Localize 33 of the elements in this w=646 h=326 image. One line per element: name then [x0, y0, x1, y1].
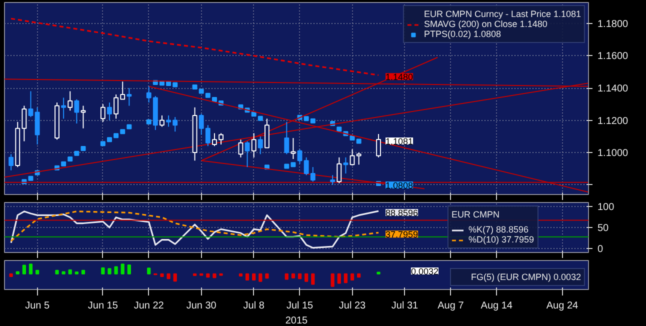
x-tick-label: Jun 15 [88, 300, 118, 312]
x-tick-label: Jul 8 [243, 300, 265, 312]
x-tick-label: Jun 22 [134, 300, 164, 312]
annotation: 0.0032 [410, 266, 439, 276]
legend-label: %D(10) 37.7959 [468, 234, 534, 244]
legend-label: %K(7) 88.8596 [468, 224, 528, 234]
x-tick-label: Aug 24 [546, 300, 579, 312]
text: EUR CMPN Curncy - Last Price 1.1081 [424, 9, 581, 19]
x-tick-label: Jul 15 [286, 300, 314, 312]
x-tick-label: Jun 30 [186, 300, 217, 312]
text: 1.1081 [386, 136, 414, 146]
x-tick-label: Jul 23 [338, 300, 366, 312]
legend-label: PTPS(0.02) 1.0808 [424, 29, 501, 39]
y-tick-label: 0 [598, 244, 604, 256]
x-tick-label: Jun 5 [25, 300, 50, 312]
text: FG(5) (EUR CMPN) 0.0032 [470, 272, 581, 282]
x-axis-title: 2015 [285, 316, 308, 326]
data-label: 1.0808 [386, 180, 414, 191]
y-tick-label: 100 [598, 202, 615, 213]
legend-title: EUR CMPN [451, 210, 500, 220]
y-tick-label: 50 [598, 223, 610, 234]
x-tick-label: Jul 31 [391, 300, 419, 312]
y-tick-label: 1.1200 [598, 116, 629, 127]
y-tick-label: 1.1400 [598, 84, 629, 95]
y-tick-label: 1.1800 [598, 18, 629, 30]
legend-label: SMAVG (200) on Close 1.1480 [424, 19, 548, 29]
x-tick-label: Aug 14 [480, 300, 513, 312]
data-label: 1.1480 [386, 72, 414, 82]
data-label: 37.7959 [386, 230, 418, 240]
data-label: 88.8596 [386, 208, 418, 218]
y-tick-label: 1.1000 [598, 148, 629, 160]
y-tick-label: 1.1600 [598, 51, 629, 62]
x-tick-label: Aug 7 [438, 300, 464, 312]
